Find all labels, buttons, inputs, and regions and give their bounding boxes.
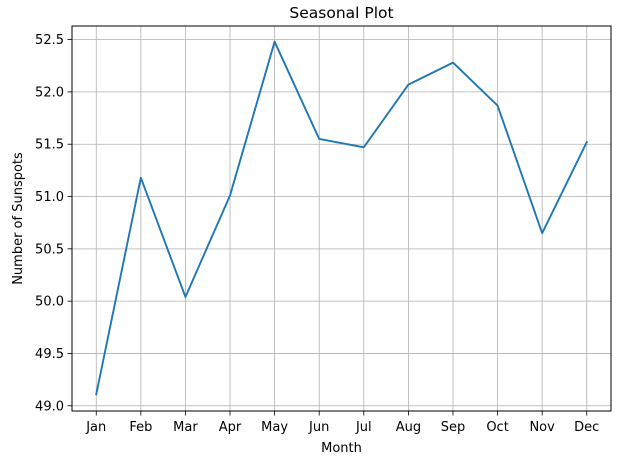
data-series xyxy=(96,42,587,395)
y-tick-label: 50.5 xyxy=(35,242,64,257)
axis-ticks: Jan Feb Mar Apr May Jun Jul Aug Sep Oct Nov Dec 49.0… xyxy=(35,33,599,435)
x-tick-label: Jan xyxy=(85,420,106,435)
series-line xyxy=(96,42,586,395)
x-tick-label: Jun xyxy=(308,420,329,435)
y-tick-label: 51.5 xyxy=(35,138,64,153)
x-tick-label: Apr xyxy=(219,420,242,435)
y-tick-label: 51.0 xyxy=(35,190,64,205)
x-tick-label: Oct xyxy=(486,420,508,435)
y-tick-label: 49.5 xyxy=(35,347,64,362)
y-tick-label: 52.5 xyxy=(35,33,64,48)
x-tick-label: Aug xyxy=(396,420,421,435)
y-tick-label: 50.0 xyxy=(35,295,64,310)
x-tick-label: Nov xyxy=(529,420,555,435)
x-tick-label: Dec xyxy=(574,420,599,435)
chart-title: Seasonal Plot xyxy=(289,4,393,22)
x-tick-label: May xyxy=(261,420,288,435)
grid-lines xyxy=(72,26,611,411)
x-tick-label: Sep xyxy=(441,420,466,435)
y-tick-label: 49.0 xyxy=(35,399,64,414)
x-axis-label: Month xyxy=(321,441,362,456)
y-tick-label: 52.0 xyxy=(35,85,64,100)
x-tick-label: Mar xyxy=(173,420,198,435)
x-tick-label: Feb xyxy=(129,420,152,435)
y-axis-label: Number of Sunspots xyxy=(11,152,26,285)
x-tick-label: Jul xyxy=(355,420,372,435)
